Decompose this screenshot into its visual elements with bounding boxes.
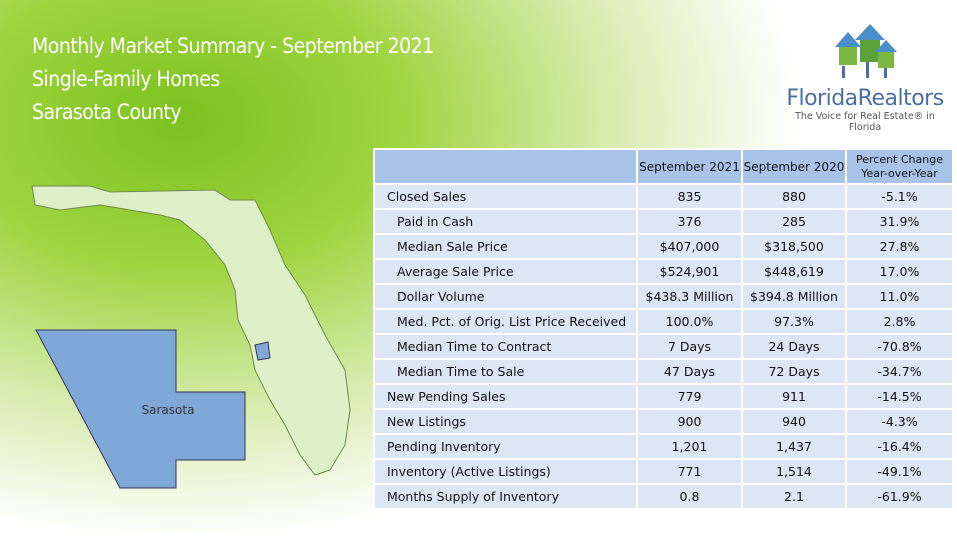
row-label: Average Sale Price [373,258,638,285]
sarasota-inset [35,329,246,489]
cell-value: 17.0% [845,258,954,285]
cell-value: -14.5% [845,383,954,410]
cell-value: $394.8 Million [741,283,847,310]
map-label: Sarasota [142,403,195,417]
row-label: Paid in Cash [373,208,638,235]
cell-value: 2.1 [741,483,847,510]
row-label: Median Time to Sale [373,358,638,385]
cell-value: 911 [741,383,847,410]
column-header: Percent Change Year-over-Year [845,148,954,185]
cell-value: 47 Days [636,358,743,385]
table-row: Med. Pct. of Orig. List Price Received 10… [373,308,954,335]
logo-name: FloridaRealtors [786,86,944,111]
cell-value: 24 Days [741,333,847,360]
table-row: Paid in Cash 376 285 31.9% [373,208,954,235]
cell-value: 376 [636,208,743,235]
cell-value: 0.8 [636,483,743,510]
cell-value: 771 [636,458,743,485]
cell-value: 779 [636,383,743,410]
table-row: New Pending Sales 779 911 -14.5% [373,383,954,410]
cell-value: 900 [636,408,743,435]
row-label: Med. Pct. of Orig. List Price Received [373,308,638,335]
cell-value: 72 Days [741,358,847,385]
cell-value: $524,901 [636,258,743,285]
logo-tagline: The Voice for Real Estate® in Florida [795,111,935,133]
cell-value: $448,619 [741,258,847,285]
cell-value: 27.8% [845,233,954,260]
cell-value: 1,514 [741,458,847,485]
cell-value: 97.3% [741,308,847,335]
row-label: Closed Sales [373,183,638,210]
row-label: Months Supply of Inventory [373,483,638,510]
table-row: Median Time to Sale 47 Days 72 Days -34.7% [373,358,954,385]
cell-value: 835 [636,183,743,210]
cell-value: -4.3% [845,408,954,435]
cell-value: 880 [741,183,847,210]
cell-value: -61.9% [845,483,954,510]
cell-value: -34.7% [845,358,954,385]
row-label: New Listings [373,408,638,435]
florida-outline [31,185,351,476]
sarasota-county [254,341,271,361]
title-line: Sarasota County [32,100,182,124]
table-row: Inventory (Active Listings) 771 1,514 -49.1… [373,458,954,485]
table-row: Pending Inventory 1,201 1,437 -16.4% [373,433,954,460]
column-header: September 2021 [636,148,743,185]
row-label: Median Sale Price [373,233,638,260]
table-row: Dollar Volume $438.3 Million $394.8 Millio… [373,283,954,310]
cell-value: 940 [741,408,847,435]
logo: FloridaRealtors The Voice for Real Estat… [780,22,950,133]
column-header-text: Percent Change Year-over-Year [855,152,943,180]
cell-value: -16.4% [845,433,954,460]
row-label: New Pending Sales [373,383,638,410]
cell-value: 2.8% [845,308,954,335]
corner-cell [373,148,638,185]
table-row: Median Sale Price $407,000 $318,500 27.8% [373,233,954,260]
cell-value: $407,000 [636,233,743,260]
cell-value: -70.8% [845,333,954,360]
florida-map: Sarasota [31,185,351,489]
table-row: Months Supply of Inventory 0.8 2.1 -61.9% [373,483,954,510]
title: Monthly Market Summary - September 2021 … [32,30,434,129]
cell-value: 11.0% [845,283,954,310]
row-label: Dollar Volume [373,283,638,310]
cell-value: $438.3 Million [636,283,743,310]
table-row: Median Time to Contract 7 Days 24 Days -70.… [373,333,954,360]
column-header: September 2020 [741,148,847,185]
cell-value: 100.0% [636,308,743,335]
cell-value: 7 Days [636,333,743,360]
cell-value: 1,201 [636,433,743,460]
cell-value: 31.9% [845,208,954,235]
table-row: Closed Sales 835 880 -5.1% [373,183,954,210]
title-line: Monthly Market Summary - September 2021 [32,34,434,58]
summary-table: September 2021 September 2020 Percent Ch… [373,148,954,510]
row-label: Inventory (Active Listings) [373,458,638,485]
title-line: Single-Family Homes [32,67,220,91]
cell-value: -5.1% [845,183,954,210]
cell-value: $318,500 [741,233,847,260]
row-label: Pending Inventory [373,433,638,460]
logo-icon [835,24,897,78]
row-label: Median Time to Contract [373,333,638,360]
table-row: New Listings 900 940 -4.3% [373,408,954,435]
cell-value: 285 [741,208,847,235]
table-row: Average Sale Price $524,901 $448,619 17.0% [373,258,954,285]
cell-value: -49.1% [845,458,954,485]
cell-value: 1,437 [741,433,847,460]
